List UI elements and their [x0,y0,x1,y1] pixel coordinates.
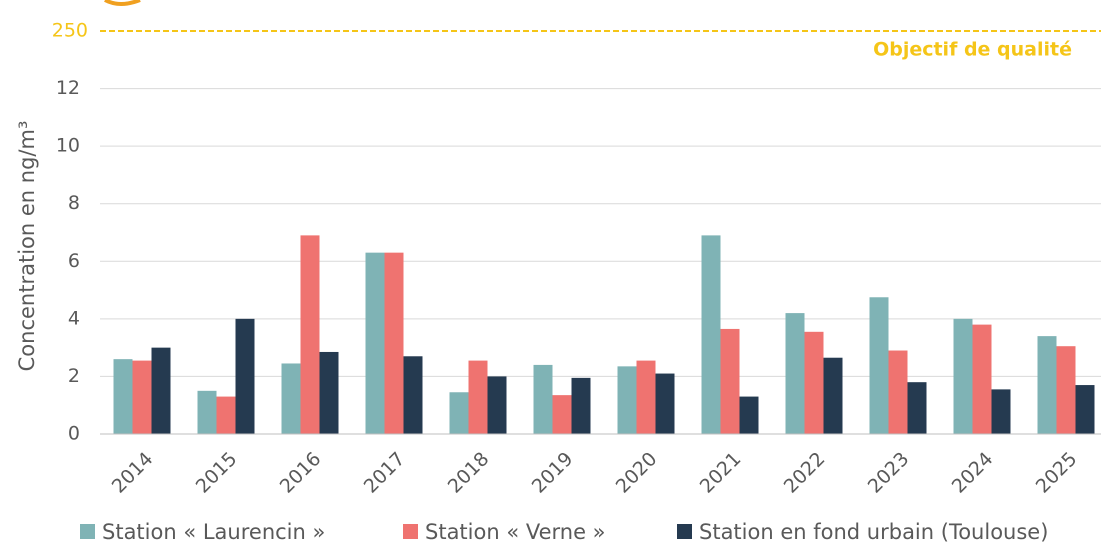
x-tick-label: 2020 [612,448,662,498]
reference-value: 250 [52,20,88,42]
bar [365,252,385,434]
x-tick-label: 2016 [276,448,326,498]
legend-label: Station en fond urbain (Toulouse) [699,520,1048,544]
y-axis-label: Concentration en ng/m³ [15,121,39,372]
bar [888,350,908,434]
x-tick-label: 2024 [948,448,998,498]
bar [1056,346,1076,434]
bar [720,328,740,434]
bar [1075,385,1095,434]
bar [739,396,759,434]
bar [655,373,675,434]
bar [636,360,656,434]
y-tick-label: 12 [56,77,80,99]
x-tick-label: 2022 [780,448,830,498]
y-tick-label: 10 [56,135,80,157]
bar [823,357,843,434]
legend-label: Station « Verne » [425,520,606,544]
bar [235,318,255,434]
bar [151,347,171,434]
bar [617,366,637,434]
legend-swatch [403,524,418,539]
y-tick-label: 0 [68,423,80,445]
bar [319,351,339,434]
bar [113,359,133,434]
bar [449,392,469,434]
bar [468,360,488,434]
bar [869,297,889,434]
x-tick-label: 2017 [360,448,410,498]
legend-swatch [80,524,95,539]
x-tick-label: 2015 [192,448,242,498]
bar [571,377,591,434]
reference-label: Objectif de qualité [873,39,1072,61]
x-tick-label: 2019 [528,448,578,498]
bar [552,395,572,434]
x-tick-label: 2018 [444,448,494,498]
bar [384,252,404,434]
bar [216,396,236,434]
bar [991,389,1011,434]
bar [953,318,973,434]
bar [1037,336,1057,434]
legend-swatch [677,524,692,539]
x-tick-label: 2014 [108,448,158,498]
bar [197,390,217,434]
bar [281,363,301,434]
bar [701,235,721,434]
bar [972,324,992,434]
bar [132,360,152,434]
bar [300,235,320,434]
bar [487,376,507,434]
y-tick-label: 8 [68,192,80,214]
bar [907,382,927,434]
y-tick-label: 2 [68,365,80,387]
legend-label: Station « Laurencin » [102,520,325,544]
y-tick-label: 6 [68,250,80,272]
x-tick-label: 2021 [696,448,746,498]
x-tick-label: 2025 [1032,448,1082,498]
bar [533,364,553,434]
bar [804,331,824,434]
x-tick-label: 2023 [864,448,914,498]
bar [785,313,805,434]
bar [403,356,423,434]
logo-fragment [104,0,141,6]
y-tick-label: 4 [68,307,80,329]
